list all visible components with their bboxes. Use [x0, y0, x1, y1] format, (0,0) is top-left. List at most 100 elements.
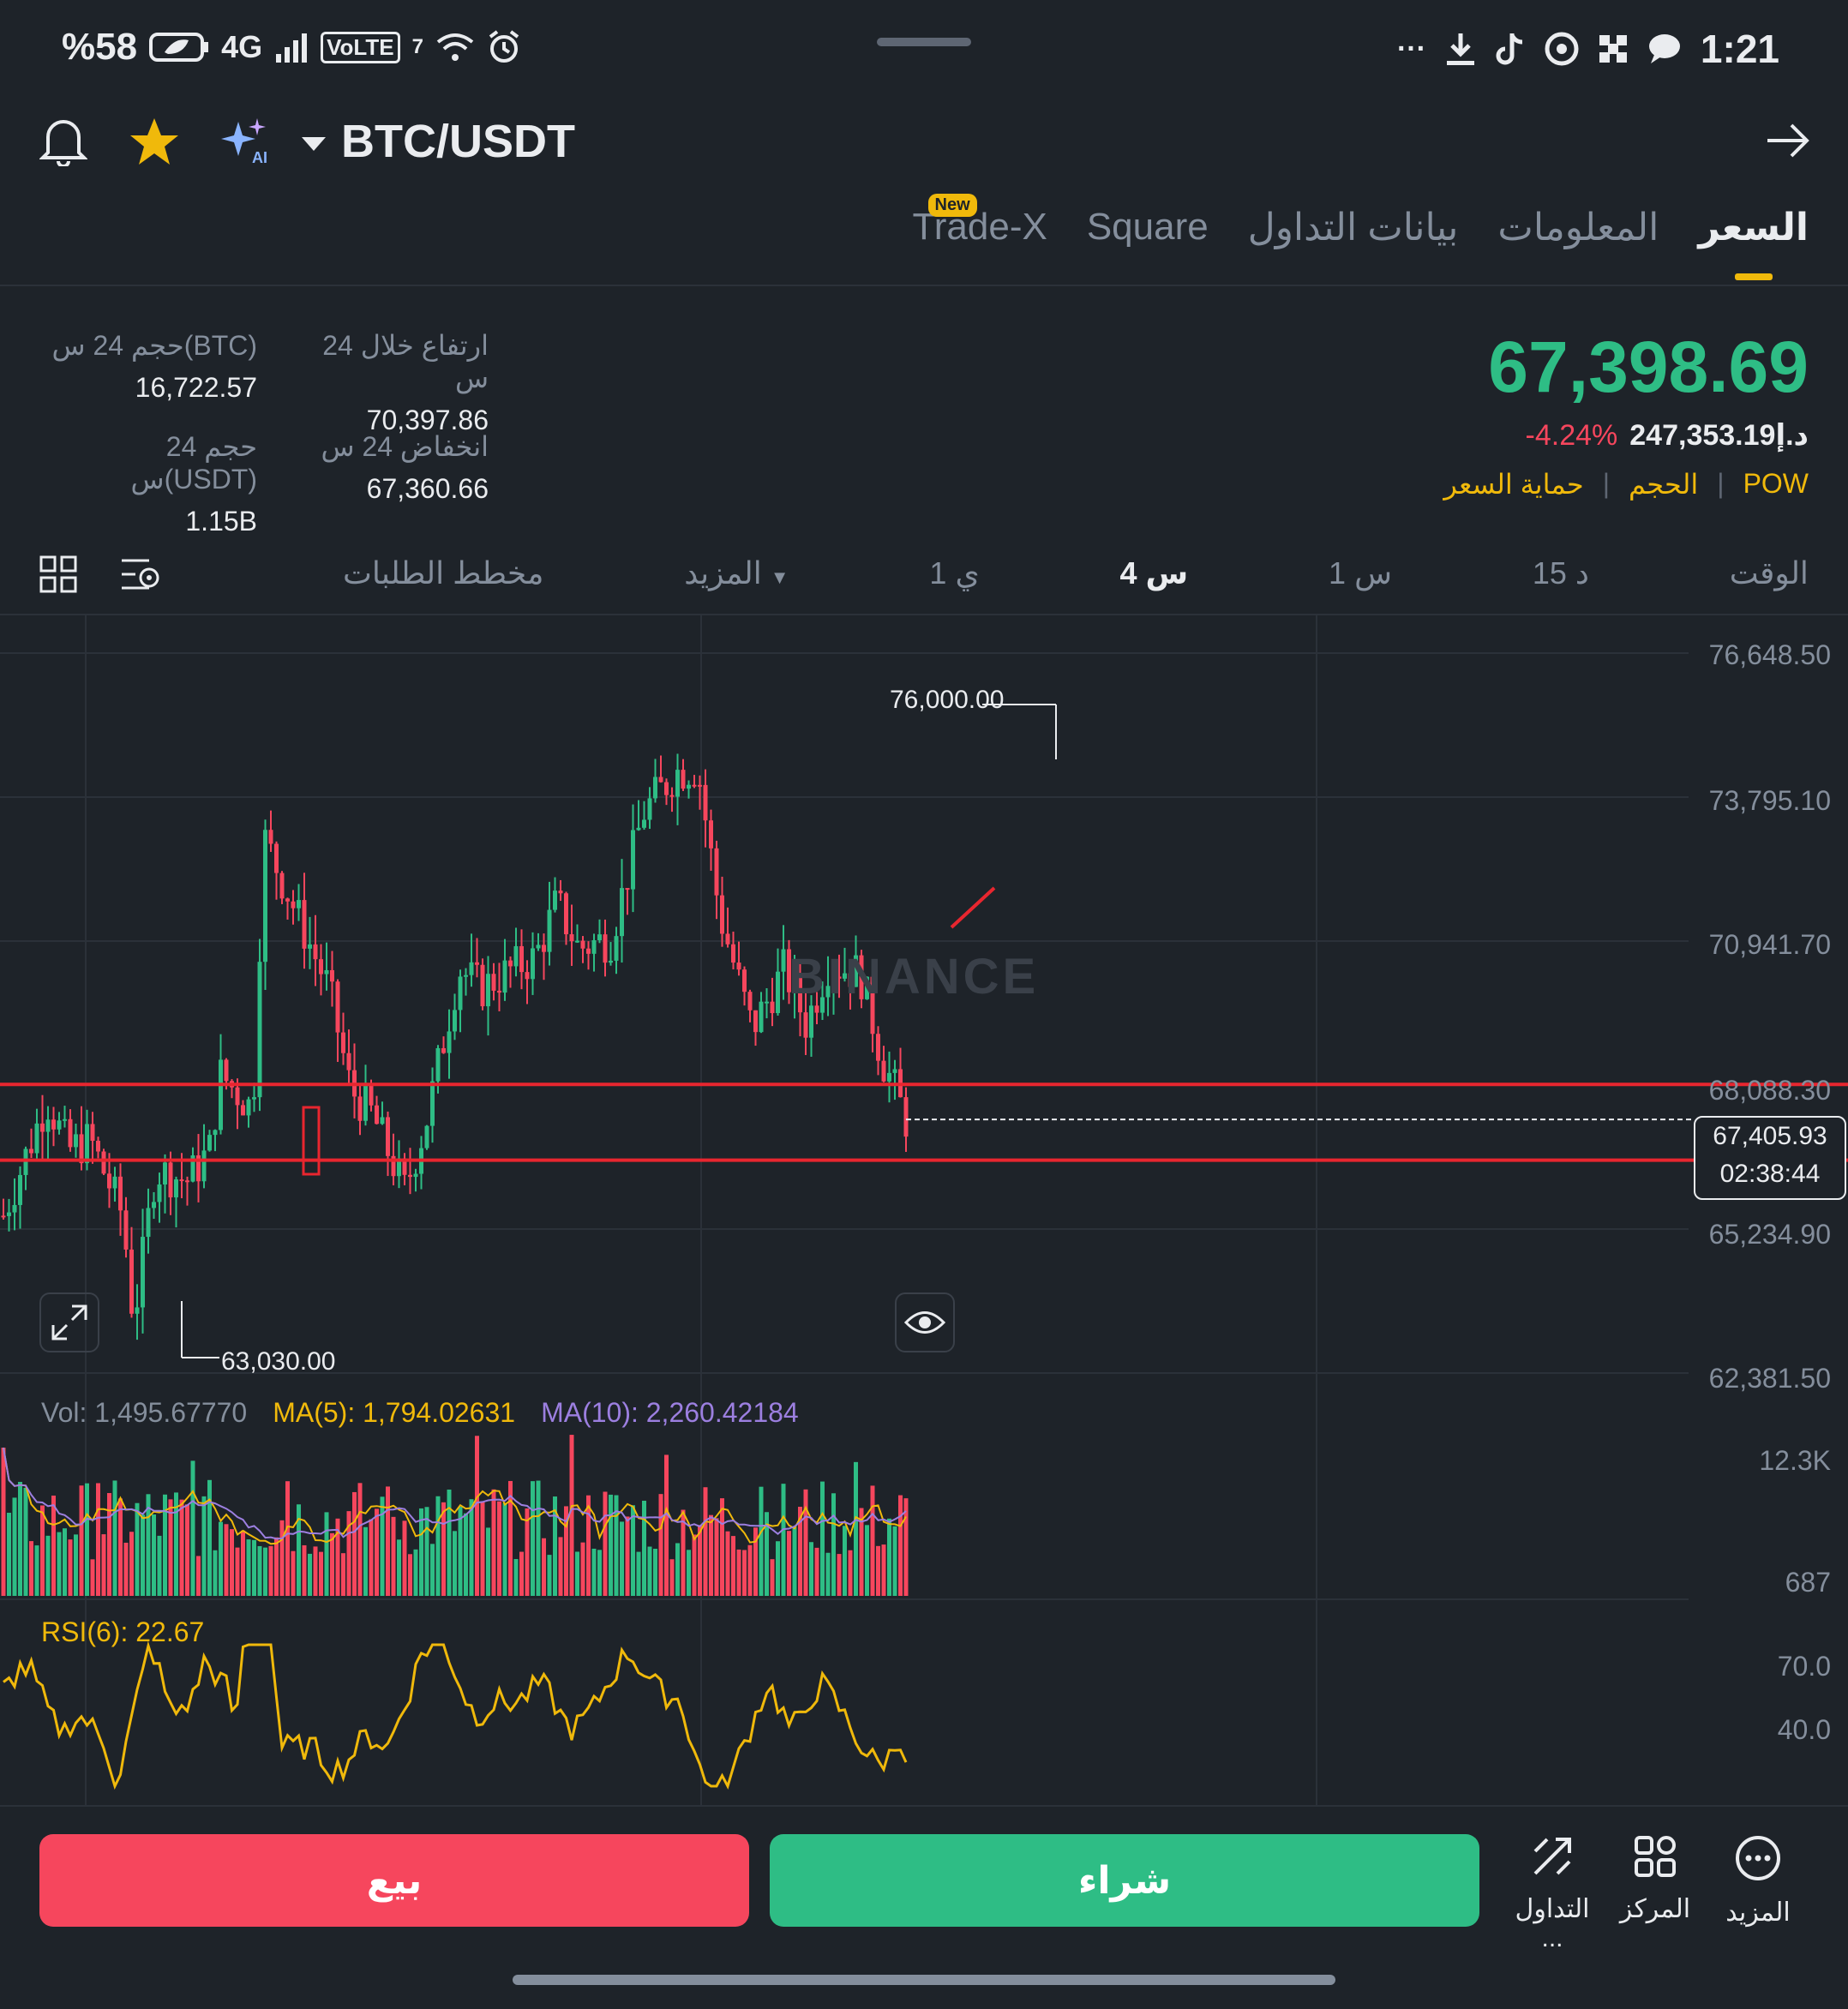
- candle-body: [859, 955, 864, 999]
- candle-body: [731, 944, 735, 963]
- volume-axis-label: 12.3K: [1759, 1445, 1831, 1476]
- candle-body: [809, 1005, 813, 1038]
- volume-bar: [848, 1550, 853, 1596]
- status-right: ··· 1:21: [1397, 26, 1779, 72]
- candle-body: [435, 1047, 441, 1082]
- volume-bar: [285, 1481, 290, 1596]
- candle-body: [291, 901, 296, 909]
- expand-icon: [51, 1304, 87, 1340]
- drawing-arrow: [950, 886, 996, 929]
- volume-bar: [241, 1530, 245, 1596]
- tag-volume[interactable]: الحجم: [1629, 469, 1699, 500]
- fullscreen-button[interactable]: [39, 1292, 99, 1352]
- volume-bar: [553, 1496, 557, 1596]
- candle-body: [168, 1162, 173, 1198]
- more-shortcut[interactable]: المزيد: [1711, 1834, 1805, 1928]
- candle-body: [620, 888, 624, 937]
- download-icon: [1446, 33, 1474, 65]
- candle-body: [413, 1173, 418, 1178]
- candle-body: [219, 1059, 223, 1130]
- tf-4h[interactable]: 4 س: [1119, 555, 1189, 591]
- stat-24h-high: ارتفاع خلال 24 س 70,397.86: [286, 329, 489, 436]
- volume-bar: [330, 1532, 334, 1596]
- grid-layout-icon[interactable]: [39, 555, 77, 593]
- volume-bar: [63, 1528, 67, 1596]
- tab-price[interactable]: السعر: [1698, 207, 1809, 249]
- tab-info[interactable]: المعلومات: [1497, 207, 1659, 249]
- candle-body: [45, 1119, 51, 1132]
- candle-body: [502, 960, 507, 993]
- new-badge: New: [927, 194, 977, 217]
- buy-button[interactable]: شراء: [770, 1834, 1479, 1927]
- visibility-button[interactable]: [895, 1292, 955, 1352]
- candle-body: [614, 936, 619, 961]
- main-tabs: السعر المعلومات بيانات التداول Square Tr…: [913, 194, 1809, 249]
- candle-body: [508, 960, 513, 967]
- candle-body: [558, 891, 563, 894]
- candle-body: [101, 1151, 106, 1174]
- tf-more[interactable]: المزيد ▼: [684, 555, 789, 591]
- tf-depth-chart[interactable]: مخطط الطلبات: [343, 555, 544, 591]
- tab-square[interactable]: Square: [1086, 206, 1209, 248]
- position-shortcut[interactable]: المركز: [1608, 1834, 1702, 1924]
- candle-body: [424, 1125, 429, 1148]
- volume-bar: [458, 1506, 463, 1596]
- candle-body: [386, 1117, 390, 1156]
- candle-body: [642, 819, 646, 828]
- volume-bar: [386, 1486, 390, 1596]
- favorite-star-icon[interactable]: [129, 117, 180, 166]
- tf-time[interactable]: الوقت: [1729, 555, 1809, 591]
- candle-body: [703, 784, 708, 821]
- candle-body: [453, 1010, 457, 1032]
- volume-bar: [642, 1500, 646, 1596]
- stat-value: 67,360.66: [366, 473, 489, 504]
- volume-bar: [135, 1502, 140, 1596]
- candle-body: [107, 1173, 111, 1189]
- bell-icon[interactable]: [39, 115, 87, 166]
- volume-bar: [413, 1549, 418, 1596]
- tag-price-protection[interactable]: حماية السعر: [1443, 469, 1584, 500]
- candle-body: [40, 1123, 45, 1132]
- volume-bar: [424, 1507, 429, 1596]
- volume-bar: [196, 1556, 201, 1596]
- candle-body: [174, 1179, 178, 1198]
- candle-body: [391, 1155, 396, 1177]
- volume-bar: [597, 1550, 602, 1596]
- volume-bar: [297, 1504, 301, 1596]
- tf-1h[interactable]: 1 س: [1329, 555, 1393, 591]
- candle-body: [34, 1123, 39, 1154]
- arrow-right-icon[interactable]: [1766, 122, 1810, 159]
- candle-body: [157, 1184, 162, 1202]
- ai-sparkle-icon[interactable]: AI: [219, 115, 271, 166]
- candlestick-chart[interactable]: [0, 615, 1848, 1807]
- candle-body: [163, 1162, 167, 1184]
- volume-bar: [123, 1542, 129, 1596]
- tf-1d[interactable]: 1 ي: [929, 555, 980, 591]
- network-label: 4G: [221, 29, 263, 64]
- volume-bar: [435, 1496, 441, 1596]
- candle-body: [698, 784, 702, 787]
- y-axis-label: 70,941.70: [1708, 929, 1831, 960]
- ma5-value: MA(5): 1,794.02631: [273, 1397, 516, 1428]
- volume-bar: [859, 1508, 864, 1596]
- wifi-icon: [436, 33, 474, 61]
- timeframe-divider: [0, 614, 1848, 615]
- indicator-settings-icon[interactable]: [120, 555, 161, 593]
- volume-bar: [803, 1489, 808, 1596]
- trade-shortcut[interactable]: التداول ...: [1505, 1834, 1599, 1953]
- candle-body: [458, 976, 463, 1010]
- candle-body: [129, 1249, 134, 1314]
- tab-trade-x[interactable]: Trade-X New: [913, 194, 1047, 249]
- volume-bar: [308, 1553, 312, 1596]
- volume-bar: [18, 1481, 22, 1596]
- sell-button[interactable]: بيع: [39, 1834, 749, 1927]
- pair-dropdown-caret-icon[interactable]: [302, 137, 326, 151]
- last-price: 67,398.69: [1488, 327, 1809, 407]
- volume-bar: [57, 1532, 62, 1596]
- pair-title[interactable]: BTC/USDT: [341, 116, 575, 167]
- candle-body: [625, 888, 630, 891]
- tab-trading-data[interactable]: بيانات التداول: [1247, 207, 1459, 249]
- tf-15m[interactable]: 15 د: [1532, 555, 1589, 591]
- candle-body: [742, 969, 747, 993]
- tag-pow[interactable]: POW: [1743, 468, 1809, 499]
